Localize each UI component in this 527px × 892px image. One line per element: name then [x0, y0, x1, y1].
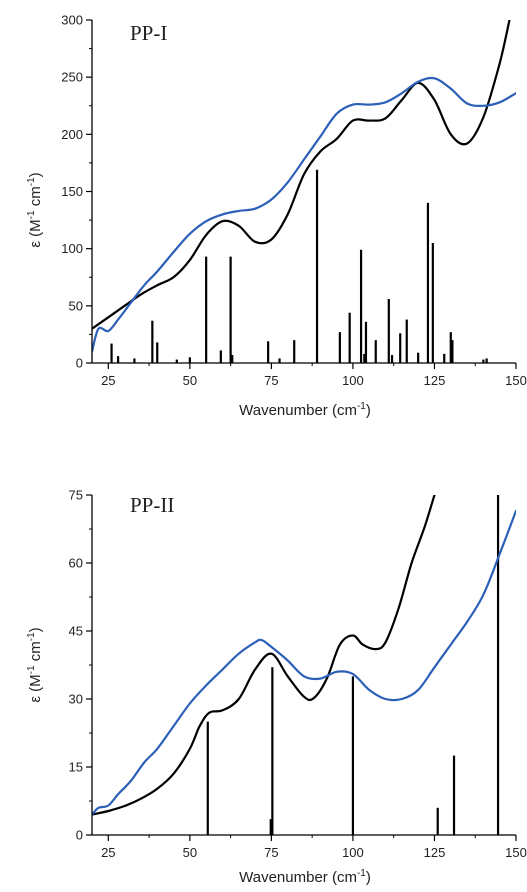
y-tick-label: 0 [76, 828, 83, 843]
x-tick-label: 100 [342, 373, 364, 388]
y-tick-label: 150 [61, 184, 83, 199]
chart-panel-pp-ii: PP-II Wavenumber (cm-1) ε (M-1 cm-1) 25 5… [26, 488, 527, 887]
y-tick-label: 0 [76, 356, 83, 371]
x-tick-label: 125 [424, 845, 446, 860]
y-tick-label: 45 [69, 624, 83, 639]
x-tick-label: 50 [183, 845, 197, 860]
y-axis-title: ε (M-1 cm-1) [26, 172, 44, 247]
y-tick-label: 75 [69, 488, 83, 503]
series-line-blue [92, 509, 516, 816]
x-tick-label: 50 [183, 373, 197, 388]
series-line-black [92, 495, 436, 816]
chart-panel-pp-i: PP-I Wavenumber (cm-1) ε (M-1 cm-1) 25 50… [26, 13, 527, 420]
series-line-black [92, 20, 511, 330]
x-tick-label: 100 [342, 845, 364, 860]
y-tick-label: 200 [61, 127, 83, 142]
x-tick-label: 125 [424, 373, 446, 388]
y-tick-label: 50 [69, 298, 83, 313]
x-tick-label: 150 [505, 373, 527, 388]
x-axis-title: Wavenumber (cm-1) [239, 868, 371, 886]
panel-label: PP-II [130, 493, 174, 517]
x-tick-label: 25 [101, 845, 115, 860]
stick-spectrum [110, 169, 488, 363]
y-tick-label: 300 [61, 13, 83, 28]
y-tick-label: 30 [69, 692, 83, 707]
y-axis-title: ε (M-1 cm-1) [26, 627, 44, 702]
x-tick-label: 150 [505, 845, 527, 860]
x-axis-title: Wavenumber (cm-1) [239, 401, 371, 419]
curves [92, 495, 516, 816]
x-tick-label: 25 [101, 373, 115, 388]
panel-label: PP-I [130, 21, 167, 45]
x-tick-label: 75 [264, 845, 278, 860]
y-tick-label: 60 [69, 556, 83, 571]
x-tick-label: 75 [264, 373, 278, 388]
curves [92, 20, 516, 353]
series-line-blue [92, 76, 516, 353]
y-tick-label: 100 [61, 241, 83, 256]
y-tick-label: 15 [69, 760, 83, 775]
stick-spectrum [206, 495, 500, 835]
y-tick-label: 250 [61, 70, 83, 85]
